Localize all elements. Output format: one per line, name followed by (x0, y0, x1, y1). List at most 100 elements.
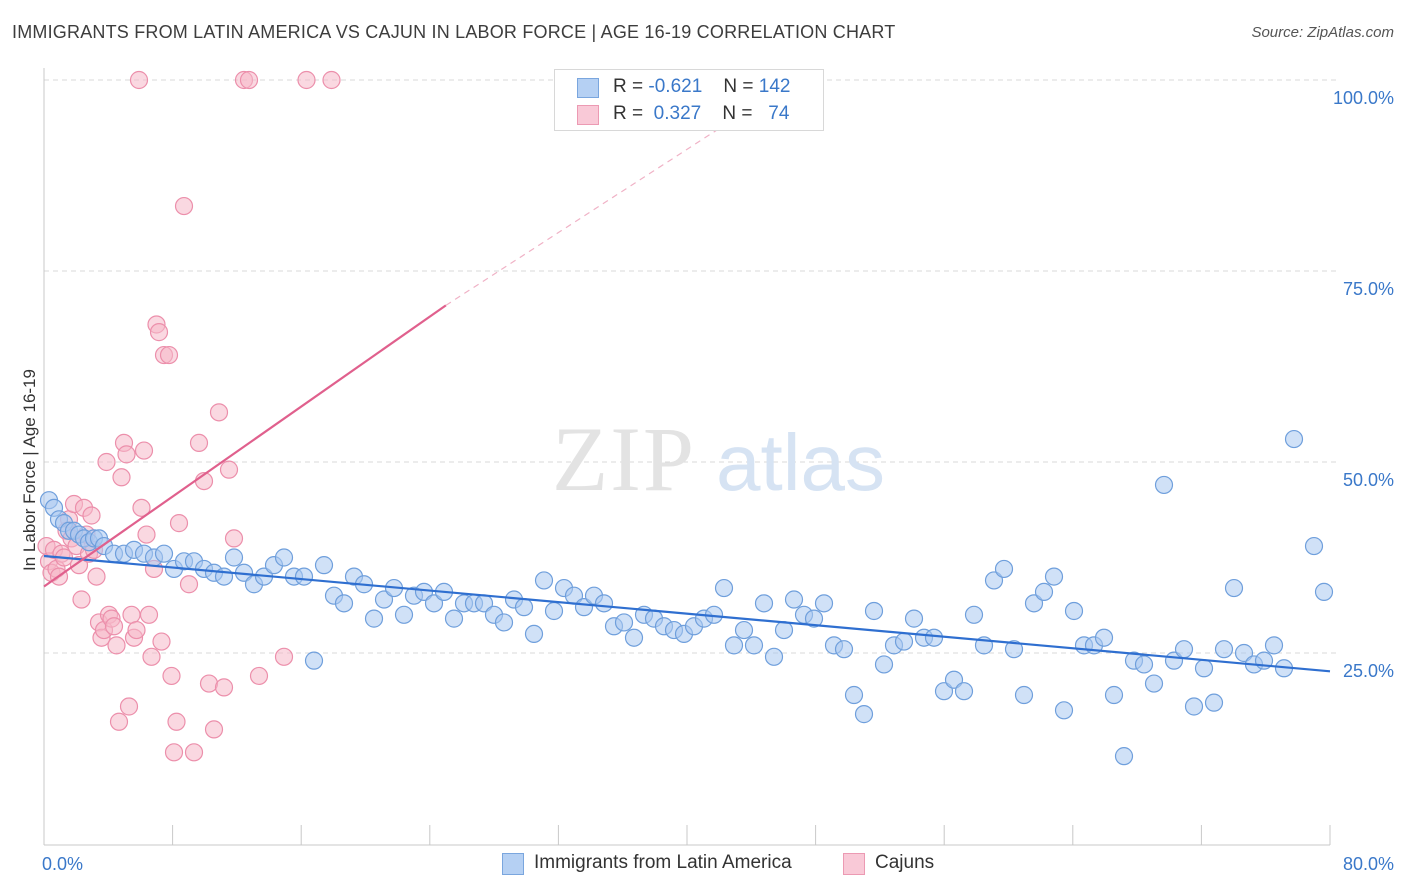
latin-america-point (1224, 578, 1244, 598)
cajun-point (104, 617, 124, 636)
latin-america-point (444, 609, 464, 628)
cajun-point (209, 403, 229, 422)
latin-america-point (954, 682, 974, 701)
cajun-point (134, 441, 154, 460)
cajun-point (249, 666, 269, 686)
latin-america-point (594, 594, 614, 613)
latin-america-point (534, 571, 554, 590)
latin-america-point (334, 594, 354, 613)
cajun-point (119, 697, 139, 716)
latin-america-point (834, 640, 854, 659)
latin-america-point (1154, 475, 1174, 495)
cajun-point (274, 647, 294, 666)
legend-r-value: -0.621 (648, 76, 703, 97)
latin-america-point (224, 548, 244, 567)
latin-america-point (984, 571, 1004, 590)
latin-america-point (364, 609, 384, 628)
latin-america-point (1214, 640, 1234, 659)
x-tick-label-min: 0.0% (42, 854, 83, 874)
latin-america-point (514, 598, 534, 617)
latin-america-point (1064, 601, 1084, 621)
legend-n-value: 142 (758, 76, 791, 97)
watermark-atlas: atlas (716, 418, 885, 507)
latin-america-point (764, 647, 784, 666)
latin-america-point (614, 613, 634, 632)
cajun-point (219, 460, 239, 479)
latin-america-point (394, 605, 414, 624)
legend-r-value: 0.327 (653, 103, 702, 124)
cajun-point (82, 506, 101, 525)
latin-america-point (934, 682, 954, 701)
latin-america-point (784, 590, 804, 609)
legend-swatch-blue (577, 78, 599, 98)
cajun-point (127, 620, 146, 640)
latin-america-point (804, 609, 824, 628)
latin-america-point (1184, 697, 1204, 716)
latin-america-point (1044, 567, 1064, 586)
cajun-point (112, 468, 131, 487)
y-axis-label: In Labor Force | Age 16-19 (20, 369, 39, 571)
latin-america-point (314, 556, 334, 575)
latin-america-point (1194, 659, 1214, 678)
latin-america-point (1174, 640, 1194, 659)
axes (43, 68, 1331, 846)
cajun-point (167, 712, 186, 731)
latin-america-point (894, 632, 914, 651)
cajun-point (224, 529, 244, 548)
latin-america-point (904, 609, 924, 628)
latin-america-point (864, 601, 884, 621)
latin-america-point (744, 636, 764, 655)
cajun-point (152, 632, 171, 651)
latin-america-point (754, 594, 774, 613)
y-tick-label: 50.0% (1343, 470, 1394, 490)
cajun-point (97, 452, 116, 472)
latin-america-point (964, 605, 984, 624)
cajun-points (37, 70, 341, 762)
latin-america-point (294, 567, 314, 586)
cajun-point (149, 323, 169, 342)
latin-america-point (854, 705, 874, 724)
cajun-point (72, 590, 91, 609)
cajun-point (164, 743, 184, 762)
latin-america-point (1144, 674, 1164, 693)
latin-america-point (814, 594, 834, 613)
cajun-point (239, 70, 259, 90)
correlation-legend: R = -0.621 N = 142 R = 0.327 N = 74 (554, 69, 824, 131)
legend-r-label: R = (613, 76, 644, 97)
latin-america-point (274, 548, 294, 567)
cajun-point (69, 556, 89, 575)
cajun-trend-line (43, 304, 447, 588)
legend-r-label: R = (613, 103, 644, 124)
cajun-point (107, 636, 126, 655)
cajun-point (87, 567, 106, 586)
latin-america-point (624, 628, 644, 647)
latin-america-point (994, 559, 1014, 579)
cajun-point (162, 666, 181, 686)
latin-america-point (1094, 628, 1114, 647)
y-tick-labels: 25.0% 50.0% 75.0% 100.0% (1333, 88, 1394, 681)
y-tick-label: 100.0% (1333, 88, 1394, 108)
cajun-point (137, 525, 156, 544)
legend-n-label: N = (722, 103, 753, 124)
bottom-legend-swatch-pink (843, 853, 865, 875)
latin-america-point (1304, 536, 1324, 556)
latin-america-point (374, 590, 394, 609)
latin-america-point (424, 594, 444, 613)
latin-america-point (944, 670, 964, 689)
latin-america-point (524, 624, 544, 644)
cajun-point (199, 674, 219, 693)
latin-america-point (734, 620, 754, 640)
cajun-point (129, 70, 149, 90)
cajun-point (122, 605, 141, 624)
cajun-point (139, 605, 159, 624)
cajun-point (169, 514, 189, 533)
x-tick-label-max: 80.0% (1343, 854, 1394, 874)
legend-n-label: N = (723, 76, 754, 97)
latin-america-trend-line (43, 554, 1331, 673)
latin-america-point (494, 613, 514, 632)
latin-america-point (774, 620, 794, 640)
latin-america-point (154, 544, 174, 563)
latin-america-point (1104, 685, 1124, 705)
latin-america-point (1014, 685, 1034, 705)
